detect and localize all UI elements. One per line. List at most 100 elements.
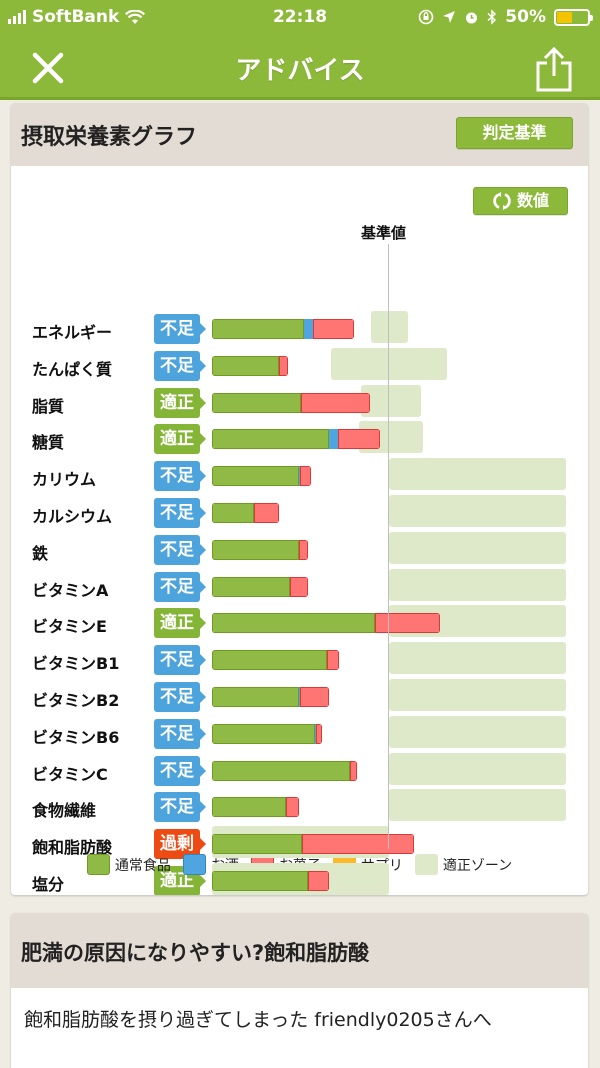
share-button[interactable]: [534, 46, 574, 92]
share-icon: [536, 46, 572, 92]
bar-segment-sweets: [286, 797, 299, 818]
bar-segment-sweets: [254, 503, 280, 523]
nutrient-row: エネルギー 不足: [11, 311, 588, 344]
appropriate-zone: [389, 458, 566, 491]
bar-segment-sweets: [300, 392, 370, 413]
nutrient-row: カルシウム 不足: [11, 495, 588, 528]
nutrient-row: ビタミンE 適正: [11, 605, 588, 639]
status-badge: 適正: [154, 608, 206, 639]
bar-segment-alcohol: [328, 429, 338, 450]
intake-bar: [212, 871, 329, 891]
battery-percent: 50%: [505, 7, 546, 27]
nutrient-row: 鉄 不足: [11, 531, 588, 565]
nutrient-label: ビタミンB2: [32, 691, 120, 710]
nutrient-row: カリウム 不足: [11, 458, 588, 492]
legend-label: 通常食品: [114, 857, 171, 874]
refresh-icon: [493, 192, 511, 210]
toggle-values-button[interactable]: 数値: [473, 187, 568, 215]
intake-bar: [212, 355, 289, 376]
intake-bar: [212, 466, 312, 487]
bar-segment-food: [212, 613, 375, 634]
nutrient-label: ビタミンB6: [32, 727, 120, 747]
bar-segment-sweets: [307, 871, 329, 891]
bar-segment-food: [212, 723, 315, 744]
nutrient-row: ビタミンB2 不足: [11, 679, 588, 712]
nutrient-label: カルシウム: [32, 507, 113, 526]
bar-segment-sweets: [327, 650, 340, 671]
bar-segment-sweets: [337, 429, 381, 450]
nutrient-label: 食物繊維: [32, 801, 97, 821]
nutrient-graph-card: 摂取栄養素グラフ 判定基準 数値 基準値 エネルギー 不足 たんぱく質 不足 脂質 適正糖…: [11, 103, 588, 895]
bar-segment-alcohol: [314, 723, 317, 744]
bar-segment-food: [212, 760, 351, 781]
status-bar: SoftBank 22:18 50%: [0, 0, 600, 36]
card-title: 摂取栄養素グラフ: [21, 125, 198, 150]
bar-segment-food: [212, 650, 328, 671]
nutrient-row: 糖質 適正: [11, 421, 588, 455]
nutrient-label: たんぱく質: [32, 359, 113, 379]
bar-segment-food: [212, 466, 299, 487]
bar-segment-alcohol: [304, 319, 313, 339]
appropriate-zone: [389, 531, 566, 564]
bar-segment-sweets: [374, 613, 441, 634]
nutrient-label: 脂質: [32, 396, 65, 416]
legend-swatch: [414, 854, 438, 875]
status-badge: 不足: [154, 645, 206, 676]
article-header: 肥満の原因になりやすい?飽和脂肪酸: [11, 913, 588, 988]
nutrient-row: 飽和脂肪酸 過剰: [11, 826, 588, 860]
clock: 22:18: [272, 7, 328, 27]
appropriate-zone: [389, 789, 566, 822]
close-icon: [32, 52, 64, 84]
nutrient-label: ビタミンE: [32, 617, 107, 637]
intake-bar: [212, 539, 308, 560]
bar-segment-food: [212, 539, 299, 560]
bar-segment-sweets: [316, 723, 322, 744]
intake-bar: [212, 723, 322, 744]
baseline-line: [388, 244, 389, 849]
status-badge: 不足: [154, 498, 206, 528]
legend-swatch: [182, 854, 206, 875]
nutrient-row: ビタミンB1 不足: [11, 642, 588, 676]
legend-item-food: 通常食品: [86, 854, 171, 875]
bar-segment-food: [212, 319, 305, 339]
bar-segment-food: [212, 797, 287, 818]
close-button[interactable]: [30, 50, 66, 86]
signal-icon: [8, 10, 26, 24]
status-badge: 不足: [154, 718, 206, 749]
bar-segment-food: [212, 687, 299, 707]
location-icon: [443, 11, 456, 23]
bar-segment-sweets: [302, 834, 414, 855]
nutrient-label: ビタミンB1: [32, 654, 120, 674]
intake-bar: [212, 834, 414, 855]
bar-segment-sweets: [289, 576, 308, 597]
nutrient-row: ビタミンB6 不足: [11, 715, 588, 749]
nutrient-row: たんぱく質 不足: [11, 347, 588, 381]
nutrient-row: 脂質 適正: [11, 384, 588, 418]
status-badge: 不足: [154, 792, 206, 823]
nutrient-label: エネルギー: [32, 323, 113, 342]
nutrient-label: 塩分: [32, 875, 65, 894]
status-badge: 不足: [154, 314, 206, 344]
orientation-lock-icon: [418, 9, 434, 25]
appropriate-zone: [389, 752, 566, 785]
article-body: 飽和脂肪酸を摂り過ぎてしまった friendly0205さんへ: [24, 1009, 492, 1031]
appropriate-zone: [389, 568, 566, 601]
nutrient-row: 食物繊維 不足: [11, 789, 588, 823]
bar-segment-alcohol: [298, 687, 301, 707]
status-badge: 不足: [154, 755, 206, 786]
page-title: アドバイス: [235, 56, 365, 86]
nutrient-label: カリウム: [32, 470, 97, 490]
bar-segment-sweets: [300, 466, 312, 487]
nutrient-row: ビタミンC 不足: [11, 752, 588, 786]
nutrient-row: ビタミンA 不足: [11, 568, 588, 602]
judgement-criteria-button[interactable]: 判定基準: [456, 117, 573, 149]
article-card[interactable]: 肥満の原因になりやすい?飽和脂肪酸 飽和脂肪酸を摂り過ぎてしまった friend…: [11, 913, 588, 1068]
bar-segment-food: [212, 429, 329, 450]
legend-swatch: [86, 854, 110, 875]
appropriate-zone: [389, 495, 566, 527]
appropriate-zone: [389, 679, 566, 711]
bar-segment-food: [212, 355, 280, 376]
battery-icon: [554, 8, 593, 26]
card-header: 摂取栄養素グラフ 判定基準: [11, 103, 588, 166]
bar-segment-food: [212, 503, 255, 523]
